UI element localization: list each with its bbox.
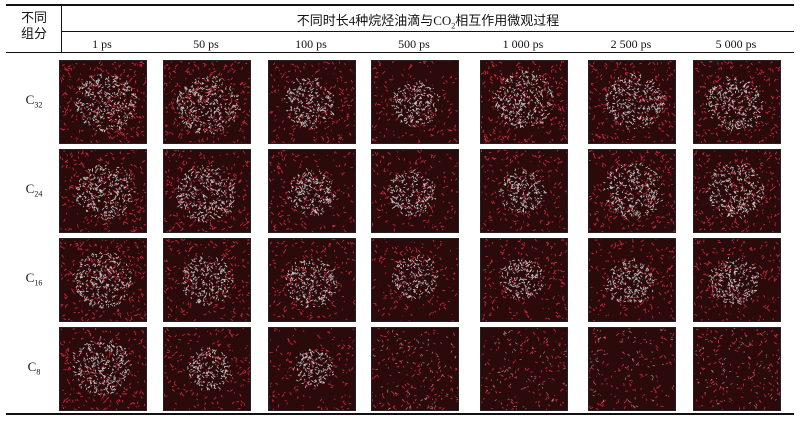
md-snapshot (163, 60, 251, 144)
component-subscript: 16 (34, 278, 43, 288)
component-base: C (25, 270, 35, 285)
snapshot-image (269, 239, 355, 321)
snapshot-image (60, 150, 146, 232)
snapshot-image (589, 239, 675, 321)
md-snapshot (693, 60, 781, 144)
snapshot-image (60, 328, 146, 410)
md-snapshot (163, 238, 251, 322)
md-snapshot (268, 238, 356, 322)
snapshot-image (164, 239, 250, 321)
snapshot-image (372, 328, 458, 410)
time-label: 1 ps (92, 37, 112, 51)
md-snapshot (371, 327, 459, 411)
md-snapshot (59, 60, 147, 144)
component-label: C24 (14, 181, 54, 199)
md-snapshot (59, 238, 147, 322)
group-label-line1: 不同 (20, 10, 47, 25)
md-snapshot (163, 149, 251, 233)
md-snapshot (588, 149, 676, 233)
component-label: C16 (14, 270, 54, 288)
snapshot-image (372, 61, 458, 143)
snapshot-image (481, 61, 567, 143)
snapshot-image (372, 150, 458, 232)
md-snapshot (59, 327, 147, 411)
md-snapshot (588, 327, 676, 411)
component-subscript: 32 (34, 100, 43, 110)
component-base: C (25, 92, 35, 107)
md-snapshot (480, 60, 568, 144)
table-title: 不同时长4种烷烃油滴与CO2相互作用微观过程 (62, 10, 794, 31)
title-suffix: 相互作用微观过程 (455, 13, 560, 28)
component-subscript: 24 (34, 189, 43, 199)
title-prefix: 不同时长4种烷烃油滴与CO (296, 13, 452, 28)
md-snapshot (480, 327, 568, 411)
snapshot-image (694, 328, 780, 410)
title-subscript: 2 (451, 21, 456, 31)
header-divider (61, 5, 62, 53)
time-label: 2 500 ps (610, 37, 652, 51)
md-snapshot (693, 149, 781, 233)
md-snapshot (268, 149, 356, 233)
table-bottom-rule (6, 413, 794, 415)
snapshot-image (60, 239, 146, 321)
snapshot-image (269, 328, 355, 410)
snapshot-image (164, 328, 250, 410)
snapshot-image (269, 61, 355, 143)
md-snapshot (588, 60, 676, 144)
component-subscript: 8 (36, 367, 41, 377)
md-snapshot (163, 327, 251, 411)
md-snapshot (371, 149, 459, 233)
snapshot-image (694, 61, 780, 143)
md-snapshot (480, 149, 568, 233)
snapshot-image (481, 328, 567, 410)
md-snapshot (268, 327, 356, 411)
snapshot-image (589, 61, 675, 143)
md-snapshot (371, 60, 459, 144)
md-snapshot (693, 238, 781, 322)
component-base: C (27, 359, 37, 374)
md-snapshot (588, 238, 676, 322)
md-snapshot (480, 238, 568, 322)
snapshot-image (269, 150, 355, 232)
snapshot-image (694, 239, 780, 321)
snapshot-image (481, 150, 567, 232)
header-bottom-rule (6, 52, 794, 53)
component-label: C8 (14, 359, 54, 377)
snapshot-image (164, 61, 250, 143)
snapshot-image (481, 239, 567, 321)
md-snapshot (693, 327, 781, 411)
md-snapshot (59, 149, 147, 233)
snapshot-image (60, 61, 146, 143)
time-label: 500 ps (398, 37, 430, 51)
component-base: C (25, 181, 35, 196)
component-label: C32 (14, 92, 54, 110)
time-label: 5 000 ps (715, 37, 757, 51)
snapshot-image (694, 150, 780, 232)
table-top-rule (6, 4, 794, 6)
md-snapshot (268, 60, 356, 144)
header-sub-rule (62, 31, 794, 32)
time-label: 1 000 ps (502, 37, 544, 51)
snapshot-image (589, 150, 675, 232)
md-snapshot (371, 238, 459, 322)
group-column-header: 不同 组分 (10, 10, 58, 42)
time-label: 100 ps (295, 37, 327, 51)
snapshot-image (589, 328, 675, 410)
snapshot-image (372, 239, 458, 321)
snapshot-image (164, 150, 250, 232)
group-label-line2: 组分 (20, 26, 47, 41)
time-label: 50 ps (193, 37, 219, 51)
